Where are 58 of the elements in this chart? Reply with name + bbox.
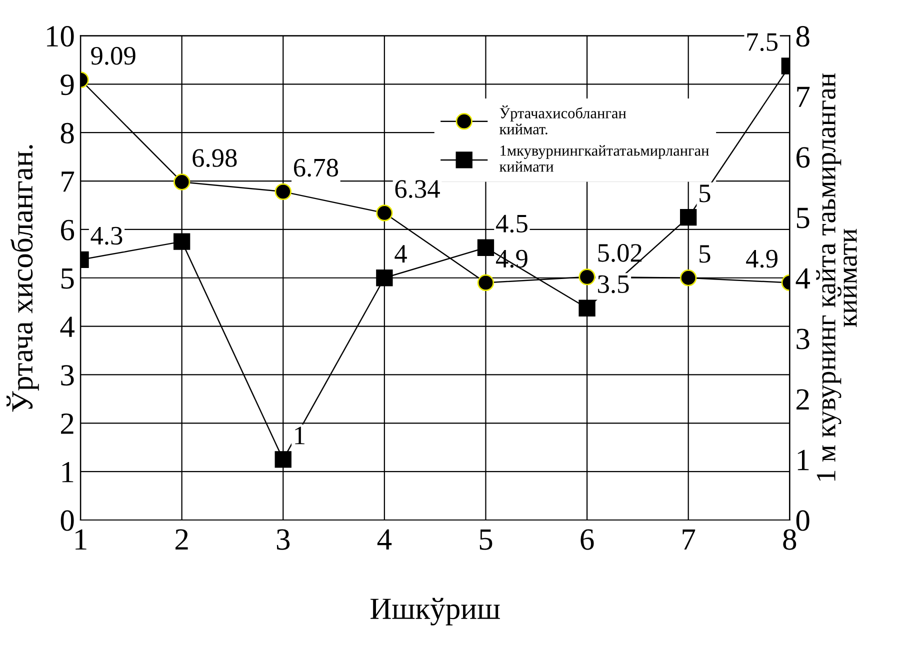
data-label: 6.98 <box>192 149 237 168</box>
point <box>477 239 494 256</box>
y2-tick-label: 2 <box>796 389 809 410</box>
y2-tick-label: 7 <box>797 86 810 107</box>
y2-tick-label: 0 <box>796 510 810 531</box>
y2-tick-label: 8 <box>796 26 810 47</box>
point <box>274 451 292 468</box>
x-tick-label: 6 <box>580 529 594 550</box>
x-tick-label: 7 <box>682 530 696 550</box>
point <box>477 274 494 292</box>
data-label: 4.3 <box>90 226 122 245</box>
x-tick-label: 4 <box>377 529 392 550</box>
y2-axis-title: 1 м кувурнинг кайта таьмирланган киймати <box>816 73 857 481</box>
data-label: 3.5 <box>598 275 629 294</box>
data-label: 4 <box>394 245 407 263</box>
data-label: 6.78 <box>294 158 338 177</box>
data-label: 4.9 <box>746 250 778 268</box>
y2-tick-label: 5 <box>796 208 810 228</box>
x-tick-label: 2 <box>176 529 188 550</box>
point <box>274 183 292 200</box>
point <box>680 270 697 286</box>
data-label: 9.09 <box>91 46 136 65</box>
y-tick-label: 5 <box>61 268 74 289</box>
y2-tick-label: 1 <box>798 450 809 470</box>
point <box>578 300 596 316</box>
data-label: 7.5 <box>747 33 778 52</box>
data-label: 5 <box>700 245 710 263</box>
x-axis-title: Ишкўриш <box>370 598 500 626</box>
y2-tick-label: 4 <box>796 268 810 288</box>
y-axis-title: Ўртача хисобланган. <box>6 145 39 412</box>
y-tick-label: 1 <box>62 462 74 482</box>
x-tick-label: 3 <box>276 529 290 550</box>
data-label: 5.02 <box>598 244 642 262</box>
y-tick-label: 9 <box>60 74 74 96</box>
legend-label: Ўртачахисобланган киймат. <box>500 105 626 134</box>
y-tick-label: 6 <box>61 220 74 240</box>
data-label: 6.34 <box>395 180 440 198</box>
point <box>173 233 190 250</box>
y-tick-label: 3 <box>61 365 74 386</box>
y-tick-label: 0 <box>60 510 74 531</box>
point <box>680 209 697 226</box>
point <box>376 204 393 222</box>
y-tick-label: 8 <box>60 122 74 144</box>
point <box>173 174 190 190</box>
point <box>376 270 393 286</box>
y-tick-label: 2 <box>61 414 74 434</box>
point <box>578 268 596 286</box>
data-label: 1 <box>295 426 304 444</box>
legend-label: 1мкувурнингкайтатаьмирланган киймати <box>500 145 709 172</box>
x-tick-label: 5 <box>480 530 492 550</box>
data-label: 4.5 <box>496 214 528 233</box>
y-tick-label: 10 <box>47 26 74 47</box>
x-tick-label: 8 <box>783 529 796 550</box>
y-tick-label: 7 <box>62 172 74 192</box>
y2-tick-label: 3 <box>796 328 810 350</box>
y2-tick-label: 6 <box>796 147 810 168</box>
y-tick-label: 4 <box>60 316 74 337</box>
data-label: 5 <box>700 184 710 202</box>
